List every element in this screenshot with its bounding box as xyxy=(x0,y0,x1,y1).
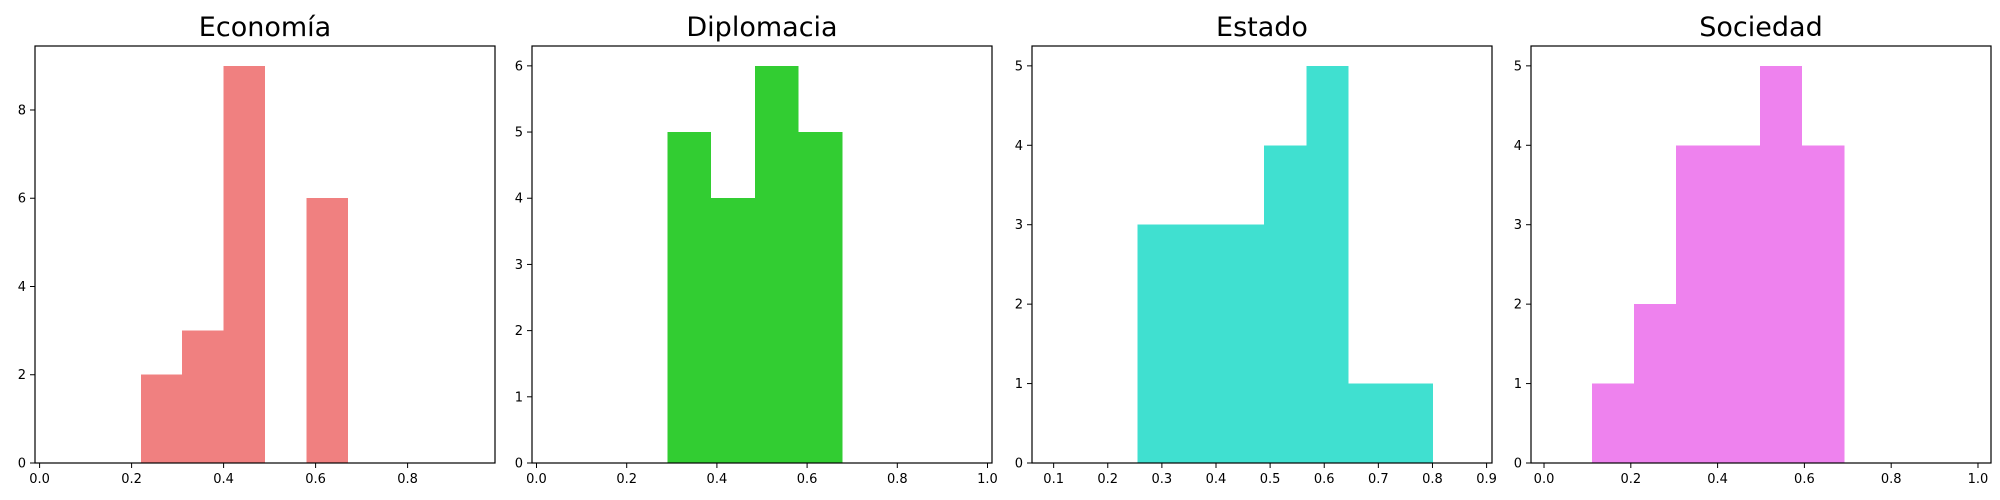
x-tick-label: 0.2 xyxy=(616,472,637,487)
histogram-bar xyxy=(182,330,224,463)
histogram-bar xyxy=(1802,145,1845,464)
axes-frame xyxy=(1530,45,1992,464)
y-tick-label: 4 xyxy=(18,280,26,295)
x-tick-label: 0.7 xyxy=(1368,472,1389,487)
histogram-bar xyxy=(667,132,712,464)
y-tick-label: 4 xyxy=(1015,139,1023,154)
y-tick-label: 5 xyxy=(1015,59,1023,74)
panel-title: Sociedad xyxy=(1699,12,1822,43)
y-tick-label: 3 xyxy=(1514,218,1522,233)
x-tick-label: 0.0 xyxy=(29,472,50,487)
panel-title: Economía xyxy=(199,12,331,43)
histogram-bar xyxy=(1591,383,1634,463)
histogram-bar xyxy=(1137,224,1180,463)
x-tick-label: 0.0 xyxy=(1534,472,1555,487)
x-tick-label: 0.5 xyxy=(1260,472,1281,487)
x-tick-label: 0.8 xyxy=(887,472,908,487)
panel-title: Diplomacia xyxy=(686,12,837,43)
x-tick-label: 0.2 xyxy=(121,472,142,487)
histogram-bar xyxy=(798,132,843,464)
x-tick-label: 0.4 xyxy=(213,472,234,487)
axes-frame xyxy=(34,45,496,464)
x-tick-label: 0.4 xyxy=(707,472,728,487)
y-tick-label: 1 xyxy=(1015,377,1023,392)
histogram-bar xyxy=(1633,304,1676,463)
x-tick-label: 0.8 xyxy=(397,472,418,487)
y-tick-label: 5 xyxy=(515,126,523,141)
histogram-bar xyxy=(1718,145,1761,464)
x-tick-label: 0.6 xyxy=(1314,472,1335,487)
x-tick-label: 0.6 xyxy=(305,472,326,487)
y-tick-label: 6 xyxy=(515,59,523,74)
y-tick-label: 2 xyxy=(18,368,26,383)
histogram-bar xyxy=(306,198,348,463)
y-tick-label: 2 xyxy=(1015,298,1023,313)
x-tick-label: 0.3 xyxy=(1152,472,1173,487)
histogram-bar xyxy=(1264,145,1307,464)
x-tick-label: 0.9 xyxy=(1476,472,1497,487)
y-tick-label: 1 xyxy=(1514,377,1522,392)
histogram-bar xyxy=(1390,383,1434,463)
x-tick-label: 0.4 xyxy=(1707,472,1728,487)
panel-diplomacia: 0.0 0.2 0.4 0.6 0.8 1.0 0 1 2 3 4 5 6 Diplomacia xyxy=(515,12,998,487)
y-tick-label: 0 xyxy=(515,457,523,472)
x-tick-label: 0.4 xyxy=(1206,472,1227,487)
y-tick-label: 2 xyxy=(515,324,523,339)
x-tick-label: 0.1 xyxy=(1043,472,1064,487)
y-tick-label: 4 xyxy=(1514,139,1522,154)
histogram-bar xyxy=(1221,224,1265,463)
y-tick-label: 4 xyxy=(515,192,523,207)
y-tick-label: 0 xyxy=(1514,457,1522,472)
histogram-bar xyxy=(1675,145,1719,464)
y-tick-label: 8 xyxy=(18,103,26,118)
histogram-bar xyxy=(711,198,755,463)
panel-estado: 0.1 0.2 0.3 0.4 0.5 0.6 0.7 0.8 0.9 0 1 2 3 4 5 Estado xyxy=(1015,12,1497,487)
panel-title: Estado xyxy=(1216,12,1308,43)
x-tick-label: 0.6 xyxy=(797,472,818,487)
x-tick-label: 0.2 xyxy=(1620,472,1641,487)
axes-frame xyxy=(1031,45,1493,464)
histogram-bar xyxy=(754,65,799,463)
axes-frame xyxy=(531,45,993,464)
panel-sociedad: 0.0 0.2 0.4 0.6 0.8 1.0 0 1 2 3 4 5 Sociedad xyxy=(1514,12,1992,487)
x-tick-label: 0.0 xyxy=(526,472,547,487)
y-tick-label: 1 xyxy=(515,390,523,405)
y-tick-label: 6 xyxy=(18,192,26,207)
histogram-bar xyxy=(1348,383,1391,463)
histogram-bar xyxy=(223,65,265,463)
histogram-bar xyxy=(1306,65,1349,463)
panel-economia: 0.0 0.2 0.4 0.6 0.8 0 2 4 6 8 Economía xyxy=(18,12,496,487)
histogram-bar xyxy=(140,374,183,463)
y-tick-label: 0 xyxy=(18,457,26,472)
x-tick-label: 0.2 xyxy=(1097,472,1118,487)
x-tick-label: 0.8 xyxy=(1881,472,1902,487)
y-tick-label: 5 xyxy=(1514,59,1522,74)
histogram-bar xyxy=(1760,65,1803,463)
x-tick-label: 0.8 xyxy=(1422,472,1443,487)
x-tick-label: 0.6 xyxy=(1794,472,1815,487)
x-tick-label: 1.0 xyxy=(977,472,998,487)
y-tick-label: 2 xyxy=(1514,298,1522,313)
y-tick-label: 3 xyxy=(1015,218,1023,233)
y-tick-label: 3 xyxy=(515,258,523,273)
y-tick-label: 0 xyxy=(1015,457,1023,472)
x-tick-label: 1.0 xyxy=(1968,472,1989,487)
histogram-bar xyxy=(1179,224,1222,463)
